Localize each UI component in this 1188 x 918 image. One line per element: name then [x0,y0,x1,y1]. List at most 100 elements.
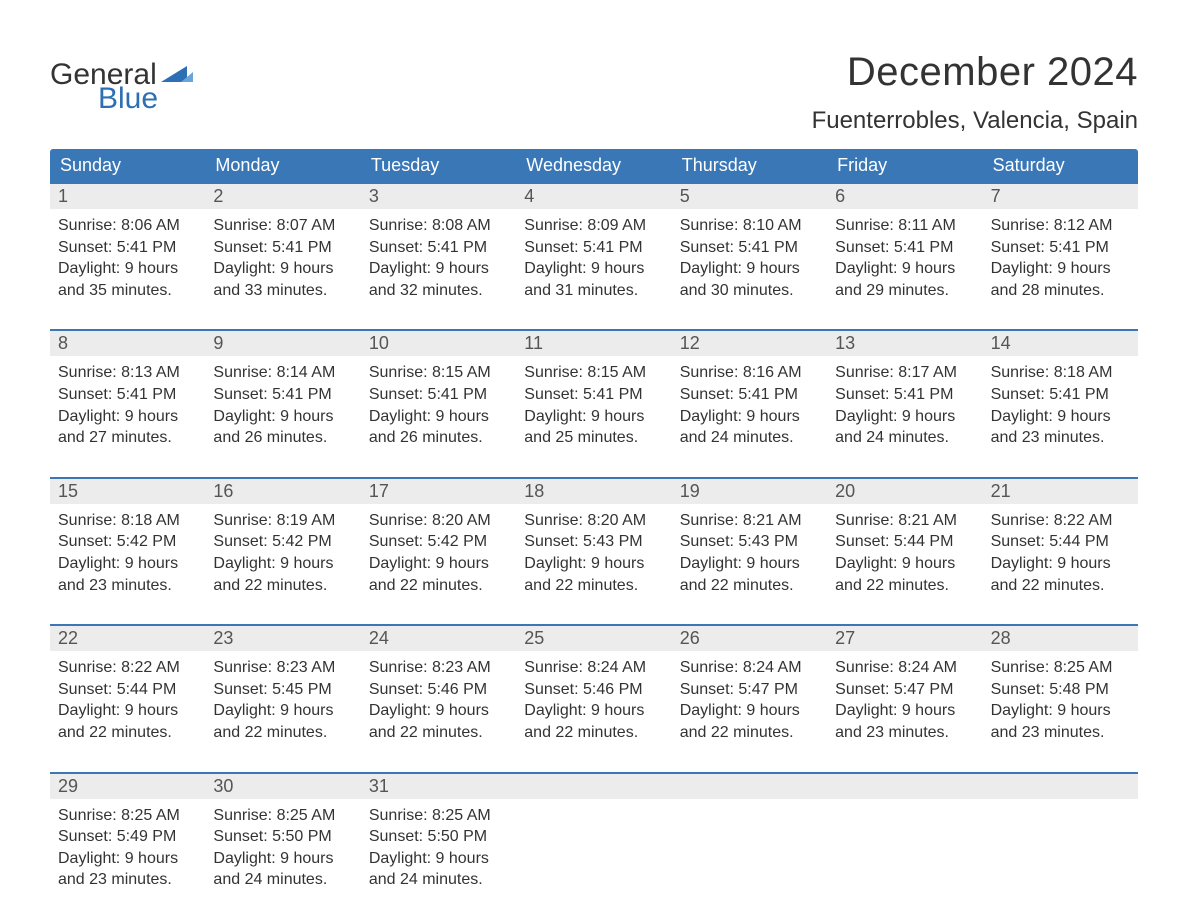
sunrise-line: Sunrise: 8:21 AM [835,510,976,532]
daylight-line-2: and 23 minutes. [835,722,976,744]
sunset-line: Sunset: 5:42 PM [369,531,510,553]
sunset-line: Sunset: 5:46 PM [369,679,510,701]
day-number-row: 15161718192021 [50,479,1138,504]
day-number-row: 293031 [50,774,1138,799]
day-cell: Sunrise: 8:13 AMSunset: 5:41 PMDaylight:… [50,356,205,454]
sunset-line: Sunset: 5:44 PM [991,531,1132,553]
day-cell [983,799,1138,897]
daylight-line-2: and 33 minutes. [213,280,354,302]
day-cell: Sunrise: 8:17 AMSunset: 5:41 PMDaylight:… [827,356,982,454]
day-cell: Sunrise: 8:25 AMSunset: 5:48 PMDaylight:… [983,651,1138,749]
sunrise-line: Sunrise: 8:23 AM [369,657,510,679]
sunrise-line: Sunrise: 8:22 AM [58,657,199,679]
daylight-line-2: and 24 minutes. [680,427,821,449]
day-number: 13 [827,331,982,356]
daylight-line-1: Daylight: 9 hours [991,553,1132,575]
daylight-line-2: and 29 minutes. [835,280,976,302]
dow-saturday: Saturday [983,149,1138,182]
title-block: December 2024 Fuenterrobles, Valencia, S… [812,50,1138,135]
sunset-line: Sunset: 5:47 PM [680,679,821,701]
daylight-line-2: and 22 minutes. [58,722,199,744]
daylight-line-1: Daylight: 9 hours [58,848,199,870]
sunset-line: Sunset: 5:48 PM [991,679,1132,701]
day-cell: Sunrise: 8:06 AMSunset: 5:41 PMDaylight:… [50,209,205,307]
daylight-line-1: Daylight: 9 hours [58,553,199,575]
daylight-line-1: Daylight: 9 hours [213,406,354,428]
sunrise-line: Sunrise: 8:22 AM [991,510,1132,532]
daylight-line-1: Daylight: 9 hours [524,258,665,280]
daylight-line-1: Daylight: 9 hours [369,258,510,280]
daylight-line-2: and 22 minutes. [991,575,1132,597]
day-cell: Sunrise: 8:23 AMSunset: 5:46 PMDaylight:… [361,651,516,749]
day-number-row: 1234567 [50,184,1138,209]
daylight-line-1: Daylight: 9 hours [835,553,976,575]
day-cell: Sunrise: 8:18 AMSunset: 5:41 PMDaylight:… [983,356,1138,454]
day-cell: Sunrise: 8:20 AMSunset: 5:43 PMDaylight:… [516,504,671,602]
location: Fuenterrobles, Valencia, Spain [812,107,1138,135]
sunset-line: Sunset: 5:43 PM [524,531,665,553]
sunrise-line: Sunrise: 8:25 AM [369,805,510,827]
day-number [672,774,827,799]
sunrise-line: Sunrise: 8:16 AM [680,362,821,384]
sunrise-line: Sunrise: 8:15 AM [524,362,665,384]
week-row: 1234567Sunrise: 8:06 AMSunset: 5:41 PMDa… [50,182,1138,307]
sunrise-line: Sunrise: 8:23 AM [213,657,354,679]
dow-thursday: Thursday [672,149,827,182]
day-cell: Sunrise: 8:21 AMSunset: 5:44 PMDaylight:… [827,504,982,602]
dow-sunday: Sunday [50,149,205,182]
sunset-line: Sunset: 5:41 PM [369,237,510,259]
sunset-line: Sunset: 5:41 PM [524,384,665,406]
weeks-container: 1234567Sunrise: 8:06 AMSunset: 5:41 PMDa… [50,182,1138,897]
day-number: 20 [827,479,982,504]
day-number: 1 [50,184,205,209]
sunrise-line: Sunrise: 8:07 AM [213,215,354,237]
sunrise-line: Sunrise: 8:12 AM [991,215,1132,237]
logo: General Blue [50,60,193,114]
sunrise-line: Sunrise: 8:20 AM [369,510,510,532]
day-number: 17 [361,479,516,504]
sunset-line: Sunset: 5:42 PM [58,531,199,553]
daylight-line-1: Daylight: 9 hours [524,700,665,722]
day-number [983,774,1138,799]
header: General Blue December 2024 Fuenterrobles… [50,50,1138,135]
sunrise-line: Sunrise: 8:24 AM [680,657,821,679]
sunrise-line: Sunrise: 8:08 AM [369,215,510,237]
day-cell: Sunrise: 8:25 AMSunset: 5:50 PMDaylight:… [361,799,516,897]
daylight-line-2: and 32 minutes. [369,280,510,302]
day-number: 10 [361,331,516,356]
sunset-line: Sunset: 5:44 PM [58,679,199,701]
sunrise-line: Sunrise: 8:18 AM [991,362,1132,384]
daylight-line-2: and 24 minutes. [213,869,354,891]
day-cell: Sunrise: 8:24 AMSunset: 5:47 PMDaylight:… [672,651,827,749]
sunset-line: Sunset: 5:41 PM [369,384,510,406]
daylight-line-2: and 24 minutes. [369,869,510,891]
daylight-line-1: Daylight: 9 hours [991,258,1132,280]
daylight-line-2: and 25 minutes. [524,427,665,449]
day-number: 16 [205,479,360,504]
daylight-line-2: and 22 minutes. [213,722,354,744]
sunset-line: Sunset: 5:42 PM [213,531,354,553]
sunset-line: Sunset: 5:50 PM [213,826,354,848]
day-cell: Sunrise: 8:22 AMSunset: 5:44 PMDaylight:… [50,651,205,749]
daylight-line-2: and 27 minutes. [58,427,199,449]
day-number: 21 [983,479,1138,504]
daylight-line-1: Daylight: 9 hours [369,700,510,722]
sunrise-line: Sunrise: 8:13 AM [58,362,199,384]
day-cell [516,799,671,897]
daylight-line-1: Daylight: 9 hours [835,406,976,428]
day-cell: Sunrise: 8:11 AMSunset: 5:41 PMDaylight:… [827,209,982,307]
sunset-line: Sunset: 5:43 PM [680,531,821,553]
sunset-line: Sunset: 5:41 PM [835,237,976,259]
day-number: 24 [361,626,516,651]
sunset-line: Sunset: 5:49 PM [58,826,199,848]
day-number: 23 [205,626,360,651]
daylight-line-2: and 22 minutes. [680,575,821,597]
daylight-line-2: and 22 minutes. [680,722,821,744]
day-cell: Sunrise: 8:10 AMSunset: 5:41 PMDaylight:… [672,209,827,307]
day-cell: Sunrise: 8:25 AMSunset: 5:50 PMDaylight:… [205,799,360,897]
day-number: 9 [205,331,360,356]
sunrise-line: Sunrise: 8:09 AM [524,215,665,237]
day-cell: Sunrise: 8:12 AMSunset: 5:41 PMDaylight:… [983,209,1138,307]
daylight-line-1: Daylight: 9 hours [680,700,821,722]
day-number: 28 [983,626,1138,651]
